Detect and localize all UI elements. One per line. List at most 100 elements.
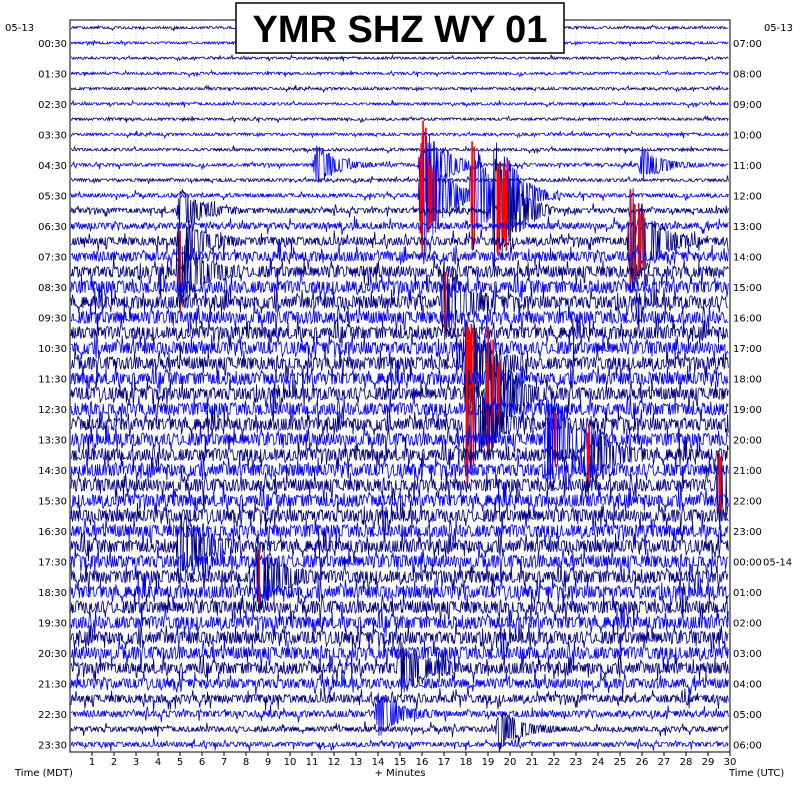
x-tick-label: 23 [570, 757, 583, 768]
x-tick-label: 17 [438, 757, 451, 768]
right-date-label: 05-13 [764, 23, 793, 34]
left-hour-label: 07:30 [38, 252, 67, 263]
trace-line [70, 142, 729, 268]
x-tick-label: 11 [306, 757, 319, 768]
x-tick-label: 9 [265, 757, 271, 768]
left-hour-label: 15:30 [38, 496, 67, 507]
left-hour-label: 06:30 [38, 222, 67, 233]
x-axis-title: + Minutes [375, 768, 426, 779]
x-tick-label: 2 [111, 757, 117, 768]
right-hour-label: 19:00 [733, 405, 762, 416]
left-axis-title: Time (MDT) [14, 768, 73, 779]
trace-line [70, 633, 729, 696]
x-tick-label: 8 [243, 757, 249, 768]
trace-line [70, 482, 729, 520]
trace-line [70, 319, 729, 409]
trace-line [70, 514, 729, 587]
x-tick-label: 3 [133, 757, 139, 768]
right-hour-label: 04:00 [733, 679, 762, 690]
left-hour-label: 18:30 [38, 588, 67, 599]
trace-line [70, 84, 729, 94]
trace-line [70, 267, 729, 306]
trace-line [71, 328, 729, 366]
left-hour-label: 03:30 [38, 130, 67, 141]
x-tick-label: 5 [177, 757, 183, 768]
title-box [235, 2, 565, 54]
x-tick-label: 25 [614, 757, 627, 768]
x-tick-label: 28 [680, 757, 693, 768]
trace-line [70, 424, 729, 502]
trace-line [70, 175, 729, 185]
right-hour-label: 22:00 [733, 496, 762, 507]
x-tick-label: 21 [526, 757, 539, 768]
trace-line [70, 216, 729, 236]
trace-line [70, 588, 729, 627]
left-hour-label: 13:30 [38, 435, 67, 446]
x-axis: 1 2 3 4 5 6 7 8 9 10 11 12 13 14 15 16 17 18 19 20 21 22 23 24 2… [89, 752, 737, 768]
trace-line [70, 145, 729, 155]
right-hour-label: 06:00 [733, 740, 762, 751]
trace-line [70, 396, 729, 496]
right-hour-label: 02:00 [733, 618, 762, 629]
left-hour-label: 08:30 [38, 283, 67, 294]
trace-line [70, 129, 729, 140]
left-hour-label: 23:30 [38, 740, 67, 751]
x-tick-label: 24 [592, 757, 605, 768]
x-tick-label: 29 [702, 757, 715, 768]
trace-line [70, 258, 729, 341]
right-hour-label: 17:00 [733, 344, 762, 355]
x-tick-label: 26 [636, 757, 649, 768]
trace-line [70, 131, 729, 210]
title-text: YMR SHZ WY 01 [253, 9, 548, 51]
left-date-label: 05-13 [5, 23, 34, 34]
trace-line [70, 389, 729, 429]
trace-line [70, 693, 729, 736]
x-tick-label: 6 [199, 757, 205, 768]
x-tick-label: 4 [155, 757, 161, 768]
left-hour-label: 17:30 [38, 557, 67, 568]
x-tick-label: 30 [724, 757, 737, 768]
right-hour-label: 09:00 [733, 100, 762, 111]
trace-line [70, 686, 729, 712]
left-hour-label: 19:30 [38, 618, 67, 629]
right-hour-label: 14:00 [733, 252, 762, 263]
x-tick-label: 27 [658, 757, 671, 768]
right-hour-label: 01:00 [733, 588, 762, 599]
trace-line [70, 369, 729, 486]
trace-line [70, 299, 729, 338]
trace-line [70, 69, 729, 79]
right-hour-label: 10:00 [733, 130, 762, 141]
left-hour-label: 22:30 [38, 710, 67, 721]
right-hour-label: 20:00 [733, 435, 762, 446]
left-hour-label: 02:30 [38, 100, 67, 111]
right-hour-label: 12:00 [733, 191, 762, 202]
right-axis-title: Time (UTC) [728, 768, 784, 779]
trace-line [70, 572, 729, 610]
trace-line [71, 53, 729, 63]
x-tick-label: 13 [350, 757, 363, 768]
left-hour-label: 01:30 [38, 69, 67, 80]
trace-line [70, 99, 729, 109]
left-hour-label: 04:30 [38, 161, 67, 172]
trace-line [70, 633, 729, 673]
x-tick-label: 15 [394, 757, 407, 768]
left-hour-label: 20:30 [38, 649, 67, 660]
right-date-change-label: 05-14 [763, 557, 792, 568]
left-time-axis: 00:30 01:30 02:30 03:30 04:30 05:30 06:30 07:30… [38, 39, 67, 752]
x-tick-label: 1 [89, 757, 95, 768]
trace-line [70, 452, 729, 530]
trace-line [70, 450, 729, 488]
left-hour-label: 05:30 [38, 191, 67, 202]
x-tick-label: 10 [284, 757, 297, 768]
right-hour-label: 11:00 [733, 161, 762, 172]
chart-title: YMR SHZ WY 01 [235, 2, 565, 54]
left-hour-label: 11:30 [38, 374, 67, 385]
left-hour-label: 14:30 [38, 466, 67, 477]
trace-line [70, 738, 729, 752]
left-hour-label: 00:30 [38, 39, 67, 50]
right-hour-label: 07:00 [733, 39, 762, 50]
left-hour-label: 12:30 [38, 405, 67, 416]
x-tick-label: 20 [504, 757, 517, 768]
right-hour-label: 00:00 [733, 557, 762, 568]
